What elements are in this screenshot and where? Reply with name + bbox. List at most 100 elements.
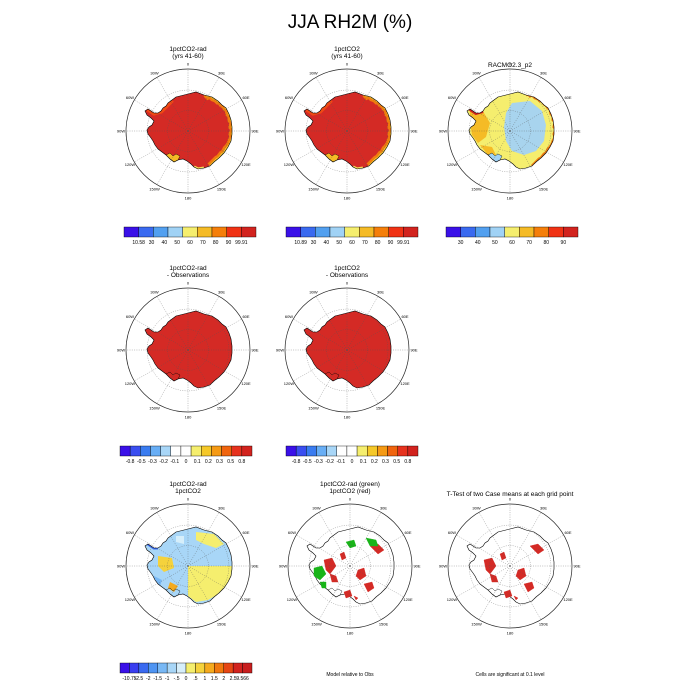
meridian-label: 180 [507,630,514,635]
meridian-label: 150W [308,405,319,410]
colorbar-swatch [190,445,202,457]
meridian-label: 60W [126,530,134,535]
colorbar-swatch [129,445,141,457]
colorbar-swatch [344,226,360,238]
colorbar-swatch [316,445,327,457]
colorbar-swatch [285,445,297,457]
meridian-label: 90W [279,563,287,568]
colorbar-label: 1.5 [211,676,218,682]
panel-title: 1pctCO2-rad (green) 1pctCO2 (red) [320,481,380,495]
colorbar-swatch [285,226,301,238]
colorbar-label: 30 [149,240,155,246]
colorbar-label: 0.5 [393,459,400,465]
colorbar-label: 80 [375,240,381,246]
meridian-label: 0 [187,280,190,285]
colorbar-label: 60 [509,240,515,246]
colorbar-label: 0 [185,676,188,682]
colorbar-swatch [211,226,227,238]
meridian-label: 150W [149,405,160,410]
meridian-label: 180 [507,195,514,200]
colorbar-swatch [329,226,345,238]
panel-1pctco2-rad: 1pctCO2-rad (yrs 41-60) 0 30E 60E 90E 120E 15… [117,46,259,200]
polar-map: 0 30E 60E 90E 120E 150E 180 150W 120W 90W 60W 30W [117,280,259,419]
colorbar-label: 0.2 [205,459,212,465]
meridian-label: 150W [308,186,319,191]
significance-cell [483,557,497,575]
colorbar-label: 50 [174,240,180,246]
colorbar-label: 50 [492,240,498,246]
colorbar-label: -0.8 [292,459,301,465]
meridian-label: 180 [185,195,192,200]
colorbar-label: 1 [203,676,206,682]
panel-title: T-Test of two Case means at each grid po… [446,491,574,498]
colorbar-swatch [356,445,368,457]
colorbar-swatch [221,445,232,457]
panel-title: RACMO2.3_p2 [487,62,533,69]
meridian-label: 0 [346,61,349,66]
significance-cell [499,551,507,561]
meridian-label: 0 [346,280,349,285]
panel-title: 1pctCO2 - Observations [325,265,369,279]
colorbar-label: -.5 [174,676,180,682]
colorbar-swatch [176,662,187,674]
panel-racmo: RACMO2.3_p2 0 30E 60E 90E 120E 150E 180 150W 120… [439,47,581,200]
colorbar-label: -0.5 [137,459,146,465]
colorbar-swatch [232,662,243,674]
colorbar-swatch [373,226,389,238]
meridian-label: 90E [251,128,258,133]
colorbar-label: 60 [349,240,355,246]
colorbar-label: 70 [526,240,532,246]
colorbar-swatch [445,226,461,238]
colorbar-swatch [201,445,212,457]
colorbar-label: -0.1 [337,459,346,465]
colorbar-label: -2.5 [135,676,144,682]
colorbar-label: .5 [193,676,197,682]
significance-cell [355,567,367,581]
significance-cell [523,581,535,593]
meridian-label: 150E [379,621,389,626]
colorbar-label: 40 [324,240,330,246]
meridian-label: 120W [284,162,295,167]
meridian-label: 150E [376,405,386,410]
meridian-label: 120W [125,162,136,167]
meridian-label: 30E [377,289,384,294]
colorbar-label: -2 [146,676,151,682]
meridian-label: 90W [117,128,125,133]
meridian-label: 30E [380,505,387,510]
colorbar-swatch [300,226,316,238]
meridian-label: 180 [347,630,354,635]
colorbar-label: 0 [351,459,354,465]
colorbar-swatch [185,662,196,674]
colorbar-swatch [119,662,130,674]
polar-map: 0 30E 60E 90E 120E 150E 180 150W 120W 90W 60W 30W [276,280,418,419]
meridian-label: 120W [125,597,136,602]
colorbar-label: -10.75 [122,676,136,682]
colorbar-swatch [167,226,183,238]
colorbar-swatch [403,226,419,238]
meridian-label: 30W [309,289,317,294]
significance-cell-green [365,537,379,547]
colorbar-label: 2.5 [230,676,237,682]
colorbar-swatch [241,445,253,457]
meridian-label: 0 [349,496,352,501]
colorbar-label: 80 [543,240,549,246]
colorbar-label: 0.3 [382,459,389,465]
colorbar-label: -0.5 [303,459,312,465]
colorbar-swatch [475,226,491,238]
meridian-label: 150W [149,621,160,626]
page-title: JJA RH2M (%) [287,12,413,33]
colorbar-label: 60 [187,240,193,246]
colorbar-swatch [140,445,151,457]
meridian-label: 60E [401,95,408,100]
colorbar-swatch [295,445,307,457]
polar-map: 0 30E 60E 90E 120E 150E 180 150W 120W 90W 60W 30W [276,61,418,200]
panel-1pctco2-rad-minus-obs: 1pctCO2-rad - Observations 0 30E 60E 90E 120… [117,265,259,419]
colorbar-swatch [153,226,169,238]
meridian-label: 90W [439,128,447,133]
significance-cell [363,581,375,593]
colorbar-label: 99.91 [235,240,248,246]
colorbar-swatch [504,226,520,238]
colorbar-swatch [241,226,257,238]
colorbar-label: -0.8 [126,459,135,465]
polar-map: 0 30E 60E 90E 120E 150E 180 150W 120W 90W 60W 30W [117,61,259,200]
